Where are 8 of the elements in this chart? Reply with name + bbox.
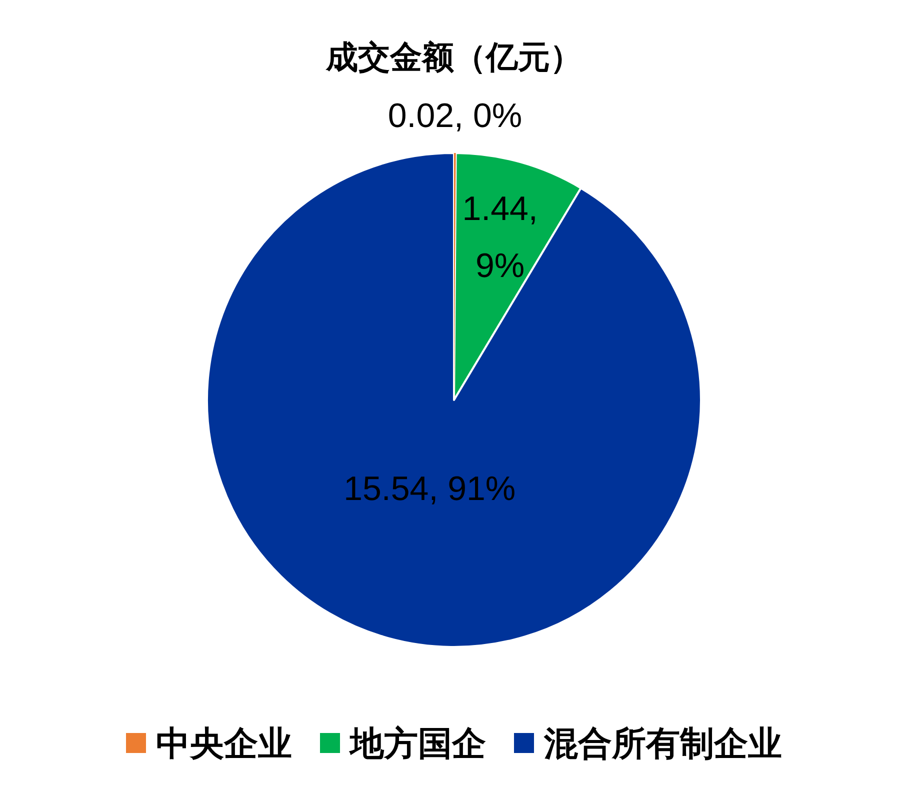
chart-title: 成交金额（亿元） xyxy=(325,39,582,75)
data-label: 0.02, 0% xyxy=(388,97,522,135)
legend-label: 地方国企 xyxy=(348,725,486,763)
pie-slice xyxy=(206,152,702,648)
legend-label: 中央企业 xyxy=(156,725,292,763)
data-label: 15.54, 91% xyxy=(344,470,516,508)
legend-label: 混合所有制企业 xyxy=(543,725,782,763)
data-label: 1.44, 9% xyxy=(462,190,538,285)
